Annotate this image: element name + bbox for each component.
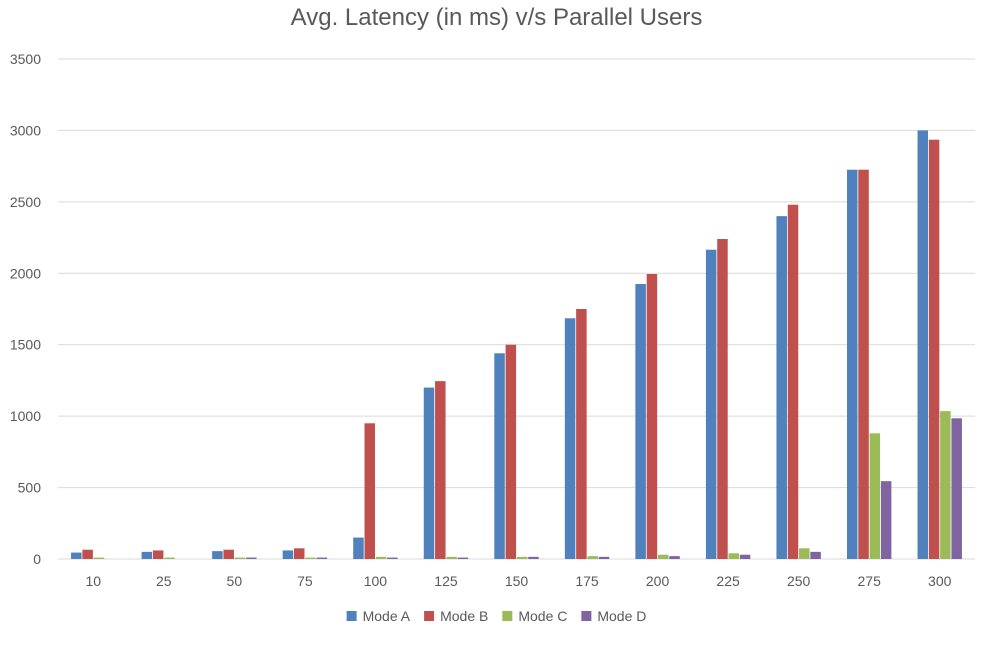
legend-swatch: [424, 611, 435, 621]
bar: [869, 433, 881, 559]
bar: [657, 554, 669, 559]
x-tick-label: 300: [928, 573, 952, 589]
bar: [646, 274, 658, 559]
bar: [858, 169, 869, 559]
y-tick-label: 2000: [10, 265, 41, 281]
legend-swatch: [346, 611, 357, 621]
bar: [164, 557, 175, 559]
bar: [446, 556, 457, 559]
bar: [810, 551, 821, 559]
x-tick-label: 250: [787, 573, 811, 589]
bar: [587, 556, 598, 559]
bar: [293, 548, 305, 559]
bar: [305, 557, 316, 559]
bar: [282, 550, 294, 559]
bar: [364, 423, 376, 559]
bar: [787, 204, 799, 559]
y-tick-label: 1500: [10, 337, 41, 353]
bar: [505, 344, 517, 559]
bar: [576, 309, 587, 559]
bar: [316, 557, 328, 559]
bar: [940, 411, 951, 559]
bar: [739, 554, 751, 559]
x-tick-label: 225: [716, 573, 740, 589]
bar: [93, 557, 105, 559]
x-tick-label: 10: [85, 573, 101, 589]
bar: [951, 418, 962, 559]
bar: [423, 387, 435, 559]
x-tick-label: 75: [297, 573, 313, 589]
bar: [234, 557, 246, 559]
legend-swatch: [502, 611, 513, 621]
x-tick-label: 25: [156, 573, 172, 589]
x-tick-label: 50: [227, 573, 243, 589]
chart-title: Avg. Latency (in ms) v/s Parallel Users: [290, 4, 703, 31]
bar: [141, 551, 153, 559]
bar: [71, 552, 82, 559]
bar: [564, 318, 576, 559]
bar: [717, 239, 728, 559]
legend-swatch: [581, 611, 592, 621]
bar: [375, 556, 387, 559]
bar: [435, 381, 446, 559]
bar: [494, 353, 505, 559]
bar: [353, 537, 364, 559]
y-tick-label: 0: [33, 551, 41, 567]
bar: [917, 130, 929, 559]
x-tick-label: 150: [505, 573, 529, 589]
y-tick-label: 2500: [10, 194, 41, 210]
x-tick-label: 175: [575, 573, 599, 589]
bar: [387, 557, 398, 559]
bar: [669, 556, 680, 559]
y-tick-label: 3000: [10, 122, 41, 138]
bar: [846, 169, 858, 559]
y-tick-label: 1000: [10, 408, 41, 424]
bar: [598, 556, 610, 559]
x-tick-label: 200: [646, 573, 670, 589]
legend-label: Mode C: [518, 608, 567, 624]
bar: [82, 549, 93, 559]
bar: [457, 557, 469, 559]
y-tick-label: 500: [18, 480, 42, 496]
bar: [928, 139, 940, 559]
x-tick-label: 125: [434, 573, 458, 589]
bar: [705, 249, 717, 559]
bar: [152, 550, 164, 559]
legend-label: Mode D: [597, 608, 646, 624]
bar: [246, 557, 257, 559]
bar: [880, 481, 892, 559]
bar: [799, 548, 810, 559]
x-tick-label: 100: [364, 573, 388, 589]
bar: [728, 553, 740, 559]
legend-label: Mode B: [440, 608, 488, 624]
x-tick-label: 275: [858, 573, 882, 589]
legend-label: Mode A: [363, 608, 411, 624]
bar: [635, 284, 646, 559]
y-tick-label: 3500: [10, 51, 41, 67]
bar: [223, 549, 234, 559]
bar: [528, 556, 539, 559]
bar: [516, 556, 528, 559]
bar: [212, 551, 223, 559]
bar: [776, 216, 787, 559]
